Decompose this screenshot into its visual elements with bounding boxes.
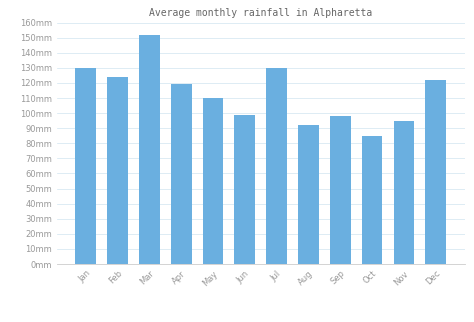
Bar xyxy=(235,115,255,264)
Bar xyxy=(139,34,160,264)
Bar xyxy=(75,68,96,264)
Title: Average monthly rainfall in Alpharetta: Average monthly rainfall in Alpharetta xyxy=(149,8,372,18)
Bar xyxy=(330,116,351,264)
Bar xyxy=(362,136,383,264)
Bar xyxy=(393,121,414,264)
Bar xyxy=(171,84,191,264)
Bar xyxy=(107,77,128,264)
Bar xyxy=(425,80,446,264)
Bar xyxy=(203,98,223,264)
Bar xyxy=(298,125,319,264)
Bar xyxy=(266,68,287,264)
